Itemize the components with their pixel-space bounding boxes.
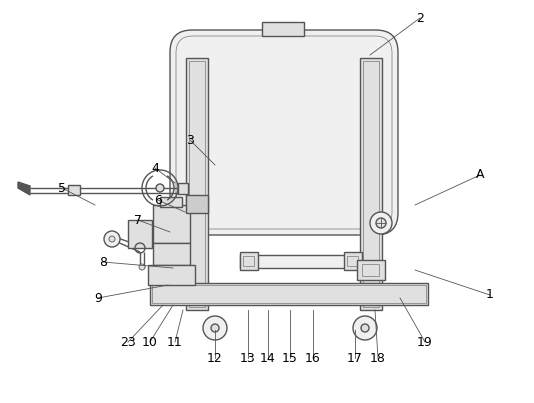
Text: 10: 10 xyxy=(142,336,158,349)
Bar xyxy=(240,252,258,270)
Bar xyxy=(178,183,188,194)
Bar xyxy=(262,22,304,36)
Bar xyxy=(189,61,205,307)
Text: 8: 8 xyxy=(99,256,107,268)
Bar xyxy=(363,61,379,307)
Bar xyxy=(344,252,362,270)
Bar xyxy=(152,285,426,303)
Circle shape xyxy=(104,231,120,247)
Bar xyxy=(148,265,195,285)
FancyBboxPatch shape xyxy=(170,30,398,235)
Bar xyxy=(153,205,190,243)
Circle shape xyxy=(156,184,164,192)
Bar xyxy=(186,58,208,310)
Text: 16: 16 xyxy=(305,351,321,364)
Bar xyxy=(153,243,190,265)
Text: 14: 14 xyxy=(260,351,276,364)
Text: 7: 7 xyxy=(134,214,142,226)
Text: 2: 2 xyxy=(416,12,424,25)
Bar xyxy=(160,197,182,207)
Circle shape xyxy=(109,236,115,242)
Circle shape xyxy=(361,324,369,332)
Bar xyxy=(362,264,379,276)
Text: 15: 15 xyxy=(282,351,298,364)
Text: 5: 5 xyxy=(58,181,66,195)
Bar xyxy=(357,260,385,280)
Bar xyxy=(240,255,362,268)
Bar xyxy=(243,256,254,266)
Circle shape xyxy=(211,324,219,332)
Text: 3: 3 xyxy=(186,133,194,147)
Text: 18: 18 xyxy=(370,351,386,364)
Bar xyxy=(128,220,152,248)
Text: 13: 13 xyxy=(240,351,256,364)
Text: 9: 9 xyxy=(94,291,102,305)
Circle shape xyxy=(353,316,377,340)
Text: 23: 23 xyxy=(120,336,136,349)
Circle shape xyxy=(376,218,386,228)
Text: 17: 17 xyxy=(347,351,363,364)
Bar xyxy=(186,195,208,213)
Bar xyxy=(68,185,80,195)
Text: 12: 12 xyxy=(207,351,223,364)
Text: 11: 11 xyxy=(167,336,183,349)
Text: 4: 4 xyxy=(151,162,159,174)
Text: 1: 1 xyxy=(486,289,494,301)
Text: 19: 19 xyxy=(417,336,433,349)
Polygon shape xyxy=(18,182,30,195)
Text: A: A xyxy=(476,168,484,181)
Circle shape xyxy=(139,264,145,270)
Circle shape xyxy=(370,212,392,234)
Bar xyxy=(150,283,428,305)
Bar xyxy=(360,58,382,310)
Circle shape xyxy=(203,316,227,340)
Bar xyxy=(347,256,358,266)
Text: 6: 6 xyxy=(154,193,162,206)
